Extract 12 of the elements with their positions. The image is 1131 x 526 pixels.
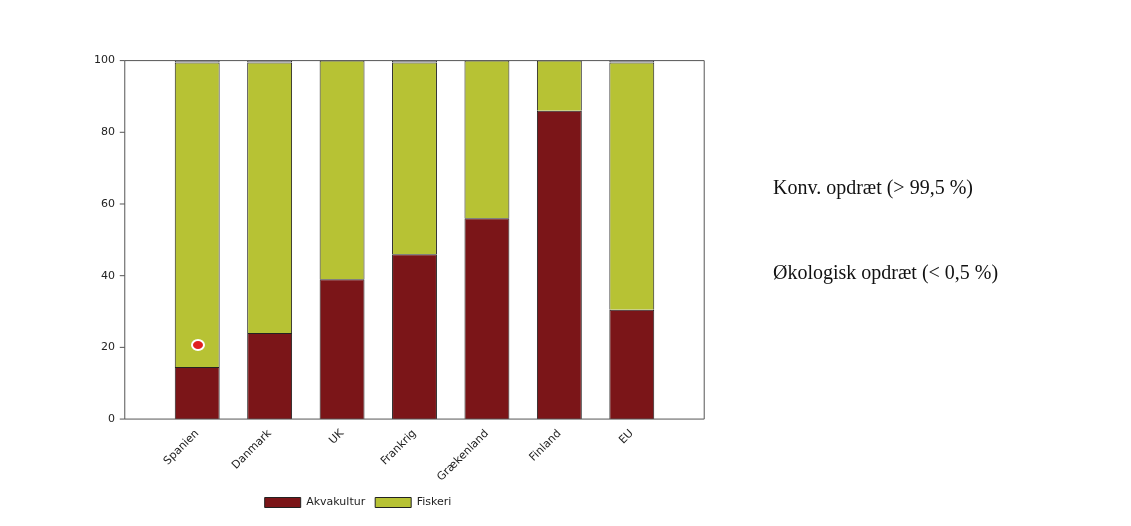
y-tick-label: 40 [101, 268, 115, 282]
y-tick-label: 100 [94, 53, 115, 67]
legend-label: Akvakultur [306, 495, 366, 509]
x-tick-label: EU [616, 426, 636, 447]
y-tick-label: 20 [101, 340, 115, 354]
y-tick-label: 60 [101, 196, 115, 210]
y-tick-label: 80 [101, 125, 115, 139]
text: Konv. opdræt (> 99,5 %) [773, 176, 973, 199]
text: Økologisk opdræt (< 0,5 %) [773, 261, 999, 284]
legend-label: Fiskeri [416, 495, 452, 509]
y-tick-label: 0 [108, 411, 115, 425]
x-tick-label: UK [326, 426, 347, 447]
